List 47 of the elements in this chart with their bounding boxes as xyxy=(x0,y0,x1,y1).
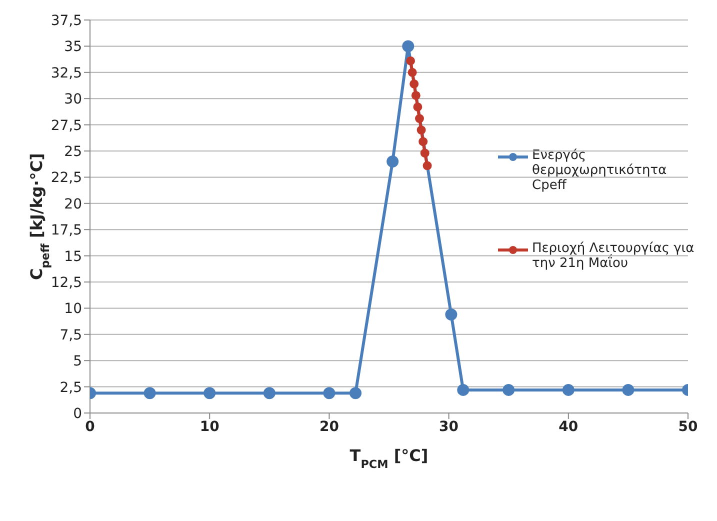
point xyxy=(411,90,420,100)
point xyxy=(204,387,216,400)
y-tick-label: 7,5 xyxy=(60,327,82,344)
point xyxy=(350,387,362,400)
x-tick-label: 0 xyxy=(85,418,96,435)
point xyxy=(622,384,634,396)
y-tick-label: 32,5 xyxy=(50,65,82,82)
y-tick-label: 15 xyxy=(64,248,82,265)
point xyxy=(502,384,515,396)
y-tick-label: 10 xyxy=(64,301,82,318)
y-tick-label: 5 xyxy=(73,354,82,370)
legend-label: Ενεργός θερμοχωρητικότητα Cpeff xyxy=(532,148,668,193)
point xyxy=(416,126,426,135)
point xyxy=(415,114,424,124)
x-axis-title: T$_{PCM}$ [°C] xyxy=(350,446,428,470)
y-tick-label: 37,5 xyxy=(50,12,82,29)
point xyxy=(386,155,399,168)
point xyxy=(323,387,336,400)
x-tick-label: 10 xyxy=(200,418,220,435)
point xyxy=(406,56,416,66)
point xyxy=(418,137,428,146)
y-tick-label: 0 xyxy=(73,406,82,422)
point xyxy=(420,148,430,158)
y-tick-label: 17,5 xyxy=(50,222,82,239)
y-tick-label: 2,5 xyxy=(60,380,82,396)
y-tick-label: 25 xyxy=(64,144,82,160)
y-tick-label: 30 xyxy=(64,92,82,108)
x-tick-label: 30 xyxy=(439,418,459,435)
point xyxy=(263,387,276,400)
x-tick-label: 50 xyxy=(678,418,698,435)
point xyxy=(410,79,419,88)
y-tick-label: 35 xyxy=(64,39,82,56)
point xyxy=(422,161,432,170)
point xyxy=(445,308,458,320)
x-tick-label: 40 xyxy=(558,418,578,435)
point xyxy=(562,384,574,396)
y-tick-label: 20 xyxy=(64,196,82,212)
point xyxy=(408,68,417,77)
y-tick-label: 22,5 xyxy=(50,170,82,186)
point xyxy=(457,384,470,396)
point xyxy=(402,40,414,52)
y-tick-label: 27,5 xyxy=(50,118,82,134)
point xyxy=(413,102,422,112)
point xyxy=(144,387,156,400)
legend-label: Περιοχή Λειτουργίας για την 21η Μαΐου xyxy=(532,241,696,271)
y-tick-label: 12,5 xyxy=(50,274,82,291)
x-tick-label: 20 xyxy=(319,418,340,435)
